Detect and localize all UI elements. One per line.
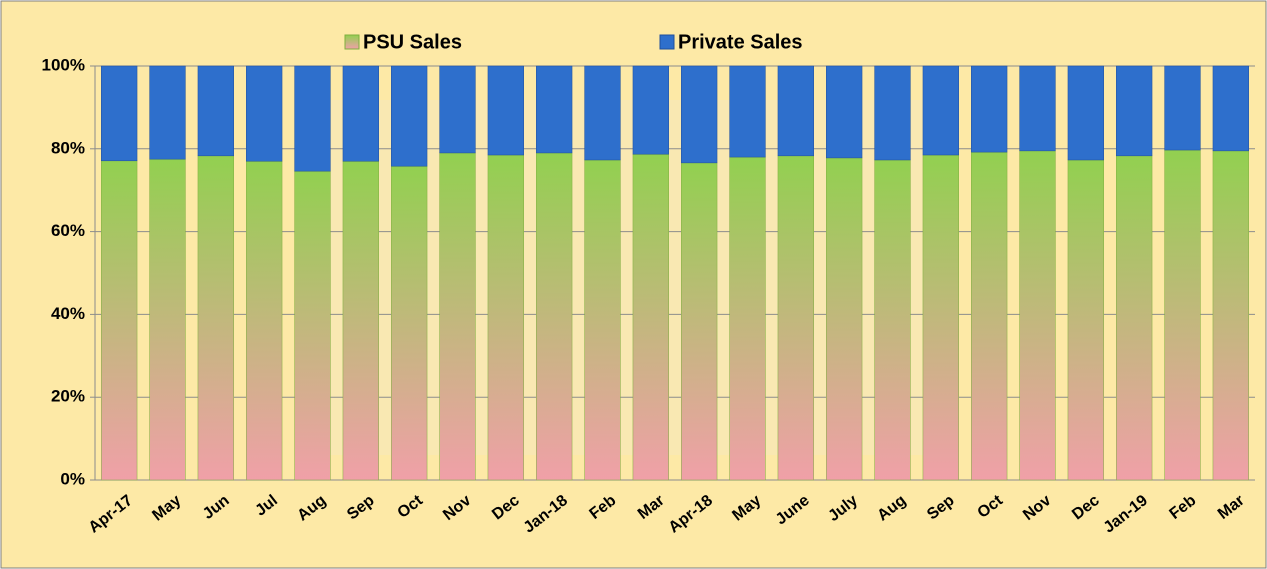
bar-segment (826, 157, 863, 481)
bar-segment (101, 160, 138, 481)
bar-segment (681, 162, 718, 481)
bar-segment (342, 160, 379, 481)
y-tick-label: 40% (51, 304, 85, 323)
bar-segment (729, 156, 766, 481)
bar-segment (971, 151, 1008, 481)
bar-segment (149, 158, 186, 481)
legend-swatch (659, 34, 675, 50)
bar-segment (1212, 150, 1249, 481)
legend-label: PSU Sales (363, 31, 462, 53)
bar-segment (197, 65, 234, 157)
bar-segment (971, 65, 1008, 153)
bar-segment (729, 65, 766, 158)
bar-segment (826, 65, 863, 159)
bar-segment (1067, 65, 1104, 161)
bar-segment (584, 159, 621, 481)
bar-segment (246, 160, 283, 481)
y-tick-label: 100% (42, 55, 85, 74)
bar-segment (632, 65, 669, 155)
bar-segment (1116, 65, 1153, 157)
bar-segment (874, 159, 911, 481)
bar-segment (391, 65, 428, 167)
bar-segment (536, 65, 573, 154)
bar-segment (1212, 65, 1249, 152)
legend-label: Private Sales (678, 31, 803, 53)
bar-segment (632, 153, 669, 481)
bar-segment (197, 155, 234, 481)
bar-segment (149, 65, 186, 160)
bar-segment (1019, 150, 1056, 481)
y-tick-label: 0% (60, 469, 85, 488)
y-tick-label: 60% (51, 221, 85, 240)
bar-segment (874, 65, 911, 161)
bar-segment (922, 154, 959, 481)
bar-segment (101, 65, 138, 162)
bar-segment (584, 65, 621, 161)
bar-segment (342, 65, 379, 162)
bar-segment (777, 155, 814, 481)
legend-swatch (344, 34, 360, 50)
bar-segment (487, 65, 524, 156)
bar-segment (681, 65, 718, 164)
bar-segment (246, 65, 283, 162)
bar-segment (487, 154, 524, 481)
bar-segment (391, 165, 428, 481)
bar-segment (1067, 159, 1104, 481)
bar-segment (294, 170, 331, 481)
bar-segment (922, 65, 959, 156)
bar-segment (294, 65, 331, 172)
bar-segment (777, 65, 814, 157)
bar-segment (1116, 155, 1153, 481)
bar-segment (1164, 65, 1201, 151)
y-tick-label: 80% (51, 138, 85, 157)
bar-segment (536, 152, 573, 481)
bar-segment (439, 152, 476, 481)
bar-segment (1164, 149, 1201, 481)
bar-segment (1019, 65, 1056, 152)
y-tick-label: 20% (51, 387, 85, 406)
bar-segment (439, 65, 476, 154)
